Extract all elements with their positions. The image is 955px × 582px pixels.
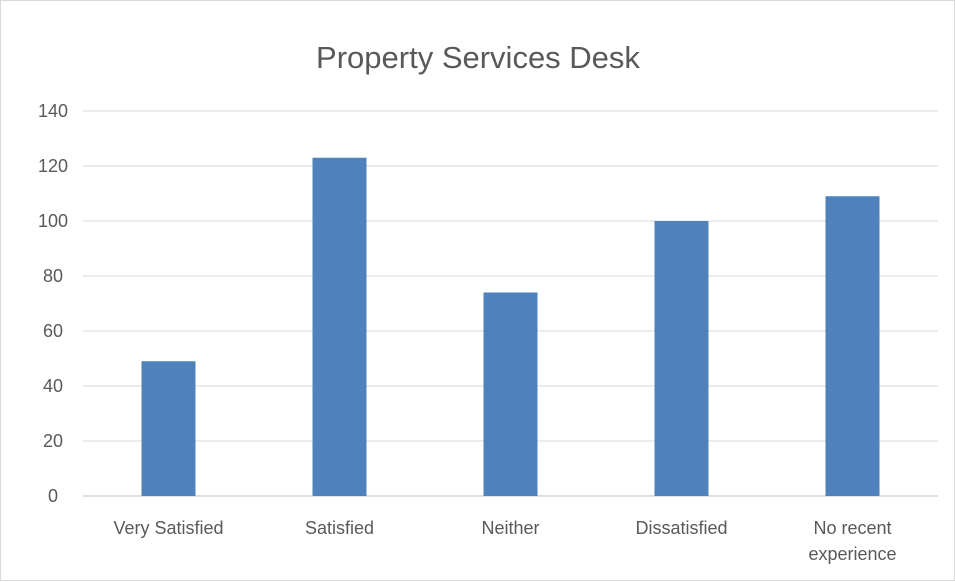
chart-title: Property Services Desk [316,40,640,75]
x-category-label: Satisfied [305,518,374,538]
y-tick-label: 140 [38,101,68,121]
y-tick-label: 120 [38,156,68,176]
x-category-label: Neither [481,518,539,538]
y-tick-label: 20 [43,431,63,451]
x-category-label-line: Dissatisfied [635,518,727,538]
x-category-label: No recent experience [808,518,896,564]
x-category-label: Very Satisfied [113,518,223,538]
x-category-label-line: experience [808,544,896,564]
y-tick-label: 100 [38,211,68,231]
y-tick-label: 80 [43,266,63,286]
y-axis-tick-labels: 0 20 40 60 80 100 120 140 [38,101,68,506]
y-tick-label: 40 [43,376,63,396]
x-category-label-line: Satisfied [305,518,374,538]
bar [312,157,367,496]
x-category-label-line: Neither [481,518,539,538]
bar [654,221,709,496]
bar [141,361,196,496]
bar [825,196,880,496]
x-category-label: Dissatisfied [635,518,727,538]
y-tick-label: 60 [43,321,63,341]
bars [141,157,880,496]
bar [483,292,538,496]
y-tick-label: 0 [48,486,58,506]
x-axis-category-labels: Very Satisfied Satisfied Neither Dissatisfi… [113,518,896,564]
x-category-label-line: Very Satisfied [113,518,223,538]
x-category-label-line: No recent [813,518,891,538]
